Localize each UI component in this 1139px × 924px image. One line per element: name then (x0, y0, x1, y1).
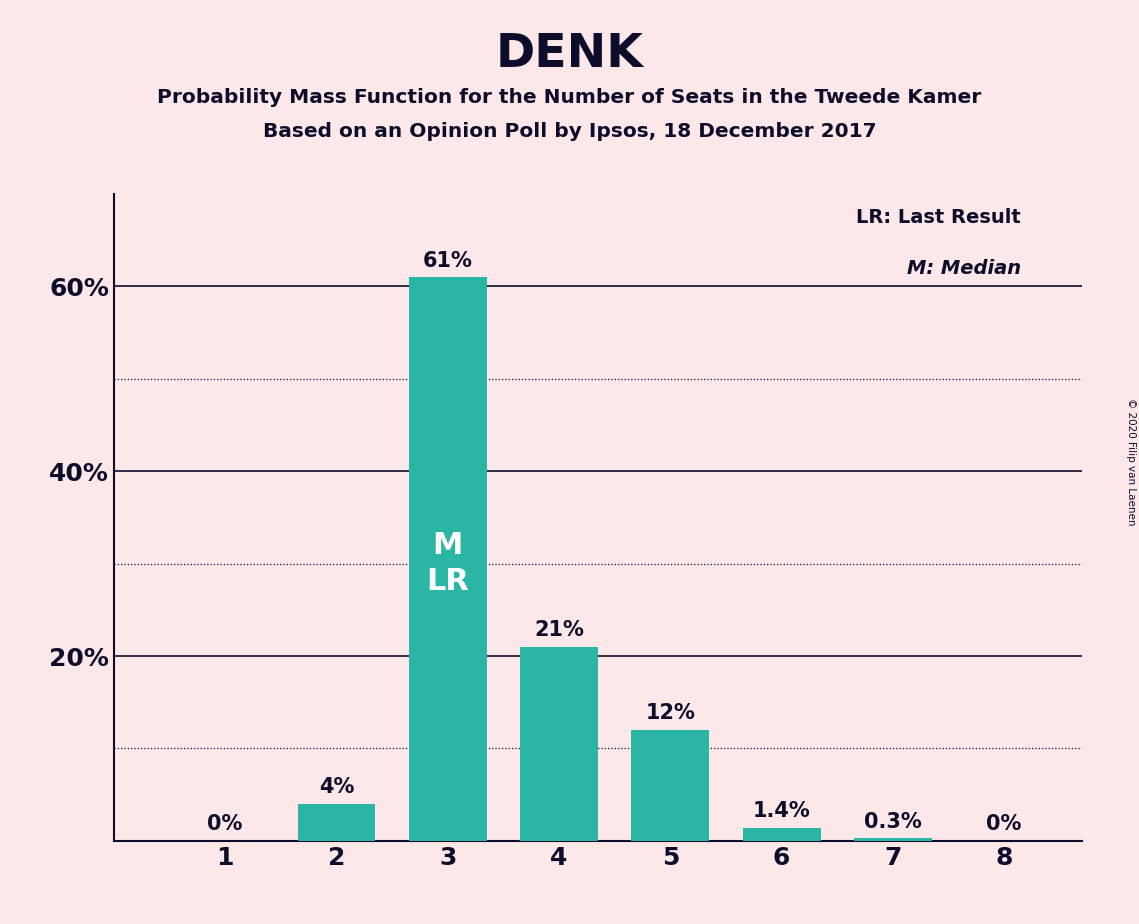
Bar (521, 647, 598, 841)
Text: 1.4%: 1.4% (753, 801, 811, 821)
Text: DENK: DENK (495, 32, 644, 78)
Text: LR: Last Result: LR: Last Result (857, 208, 1021, 227)
Text: M
LR: M LR (426, 531, 469, 596)
Bar (854, 838, 932, 841)
Text: M: Median: M: Median (907, 259, 1021, 278)
Text: 61%: 61% (423, 250, 473, 271)
Bar (743, 828, 820, 841)
Text: Based on an Opinion Poll by Ipsos, 18 December 2017: Based on an Opinion Poll by Ipsos, 18 De… (263, 122, 876, 141)
Text: 21%: 21% (534, 620, 584, 640)
Text: 0.3%: 0.3% (865, 811, 921, 832)
Text: 0%: 0% (207, 814, 243, 834)
Bar (297, 804, 376, 841)
Bar (409, 277, 486, 841)
Text: Probability Mass Function for the Number of Seats in the Tweede Kamer: Probability Mass Function for the Number… (157, 88, 982, 107)
Text: © 2020 Filip van Laenen: © 2020 Filip van Laenen (1126, 398, 1136, 526)
Bar (631, 730, 710, 841)
Text: 0%: 0% (986, 814, 1022, 834)
Text: 4%: 4% (319, 777, 354, 797)
Text: 12%: 12% (646, 703, 695, 723)
